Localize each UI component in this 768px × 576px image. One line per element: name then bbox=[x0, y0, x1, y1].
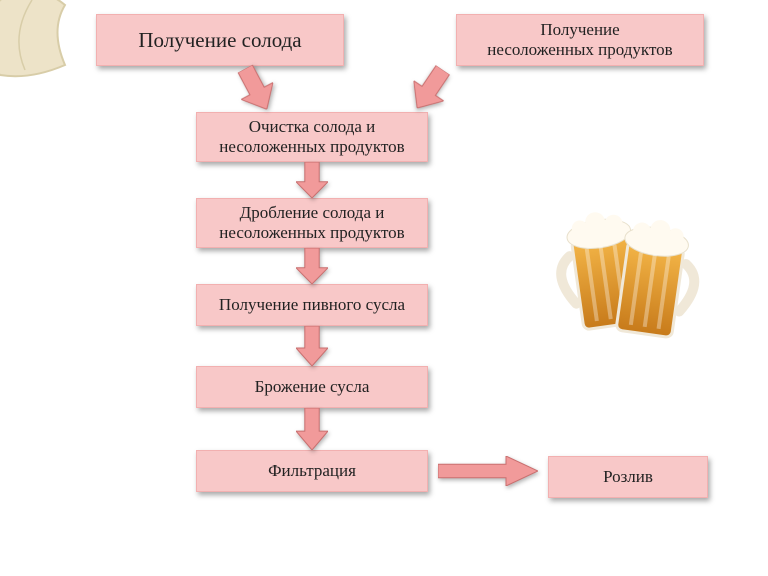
node-unmalted: Получениенесоложенных продуктов bbox=[456, 14, 704, 66]
node-label: Брожение сусла bbox=[255, 377, 370, 397]
flowchart-canvas: { "colors": { "node_fill": "#f8c8c8", "n… bbox=[0, 0, 768, 576]
beer-mugs-icon bbox=[540, 198, 720, 353]
arrow-unmalted-to-cleaning bbox=[402, 60, 458, 118]
node-label: Получение солода bbox=[138, 28, 301, 52]
arrow-ferment-to-filter bbox=[296, 408, 328, 450]
arrow-malt-to-cleaning bbox=[229, 60, 282, 118]
node-label: Розлив bbox=[603, 467, 653, 487]
node-ferment: Брожение сусла bbox=[196, 366, 428, 408]
node-wort: Получение пивного сусла bbox=[196, 284, 428, 326]
node-crushing: Дробление солода инесоложенных продуктов bbox=[196, 198, 428, 248]
node-label: Получениенесоложенных продуктов bbox=[487, 20, 672, 59]
node-label: Фильтрация bbox=[268, 461, 356, 481]
leaf-decoration bbox=[0, 0, 90, 95]
node-bottling: Розлив bbox=[548, 456, 708, 498]
node-label: Очистка солода инесоложенных продуктов bbox=[219, 117, 404, 156]
arrow-wort-to-ferment bbox=[296, 326, 328, 366]
node-malt: Получение солода bbox=[96, 14, 344, 66]
node-label: Дробление солода инесоложенных продуктов bbox=[219, 203, 404, 242]
node-filter: Фильтрация bbox=[196, 450, 428, 492]
node-cleaning: Очистка солода инесоложенных продуктов bbox=[196, 112, 428, 162]
arrow-cleaning-to-crushing bbox=[296, 162, 328, 198]
arrow-crushing-to-wort bbox=[296, 248, 328, 284]
arrow-filter-to-bottling bbox=[438, 456, 538, 486]
node-label: Получение пивного сусла bbox=[219, 295, 405, 315]
